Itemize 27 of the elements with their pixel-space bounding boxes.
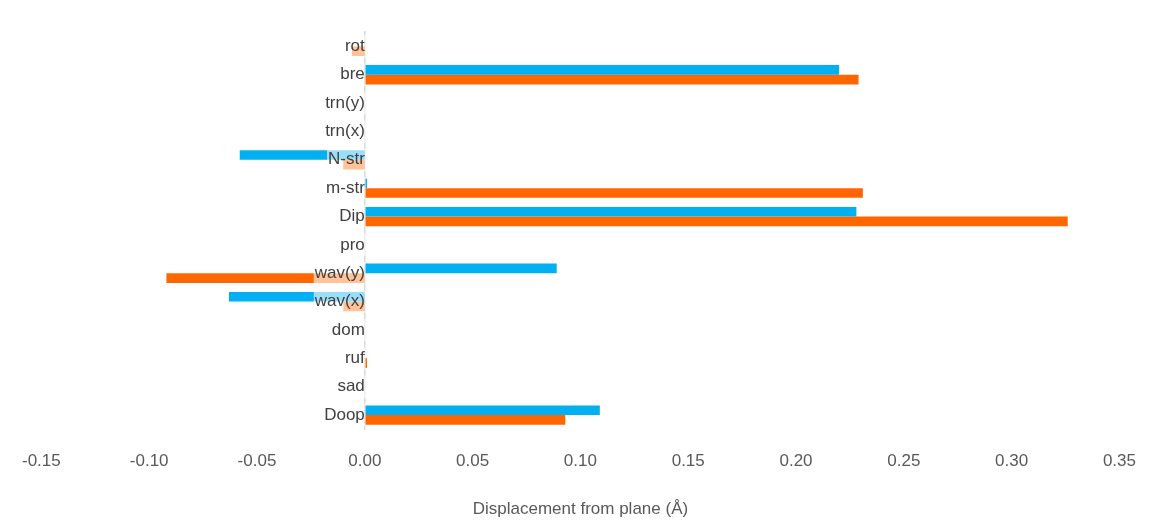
y-tick-label: wav(y) bbox=[313, 262, 365, 282]
x-tick-label: 0.25 bbox=[887, 451, 921, 471]
y-tick-label: bre bbox=[340, 64, 365, 84]
x-tick-label: 0.30 bbox=[995, 451, 1029, 471]
y-tick-label: wav(x) bbox=[313, 291, 365, 311]
x-tick-label: 0.05 bbox=[456, 451, 490, 471]
bar bbox=[364, 263, 557, 274]
y-tick-label: pro bbox=[340, 234, 365, 254]
y-tick-label: m-str bbox=[326, 177, 366, 197]
y-tick-label: Dip bbox=[339, 206, 365, 226]
y-tick-label: Doop bbox=[324, 404, 365, 424]
x-tick-label: 0.20 bbox=[779, 451, 813, 471]
x-tick-label: -0.15 bbox=[22, 451, 61, 471]
x-tick-label: -0.10 bbox=[129, 451, 169, 471]
y-tick-label: trn(x) bbox=[325, 121, 365, 141]
y-tick-label: dom bbox=[331, 319, 365, 339]
y-tick-label: trn(y) bbox=[325, 92, 365, 112]
y-tick-label: N-str bbox=[327, 149, 366, 169]
x-tick-label: 0.35 bbox=[1102, 451, 1136, 471]
y-tick-label: sad bbox=[337, 376, 365, 396]
x-tick-label: 0.15 bbox=[671, 451, 705, 471]
x-tick-label: 0.10 bbox=[563, 451, 597, 471]
x-tick-label: 0.00 bbox=[348, 451, 382, 471]
y-tick-label: ruf bbox=[344, 347, 366, 367]
x-axis-title: Displacement from plane (Å) bbox=[472, 499, 689, 519]
y-tick-label: rot bbox=[344, 36, 366, 56]
x-tick-label: -0.05 bbox=[237, 451, 277, 471]
